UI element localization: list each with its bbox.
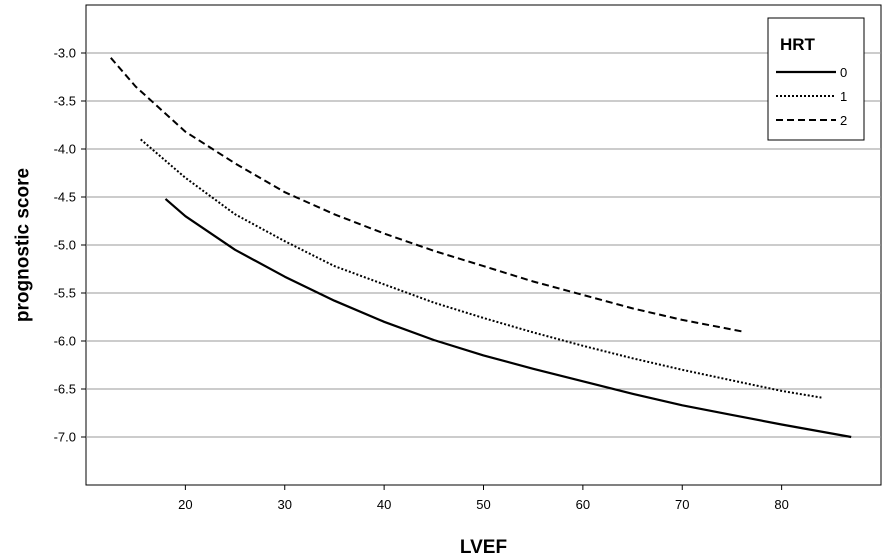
x-tick-label: 60 [576,497,590,512]
x-tick-label: 50 [476,497,490,512]
grid-lines [86,52,881,438]
x-tick-label: 40 [377,497,391,512]
y-tick-label: -3.0 [54,46,76,61]
y-tick-label: -5.0 [54,238,76,253]
legend-label-hrt-0: 0 [840,65,847,80]
x-axis-title: LVEF [460,537,507,558]
x-tick-label: 70 [675,497,689,512]
y-tick-label: -6.0 [54,334,76,349]
series-line-hrt-1 [140,138,822,399]
legend-title: HRT [780,35,816,54]
legend-label-hrt-1: 1 [840,89,847,104]
series-line-hrt-2 [110,57,743,333]
y-tick-label: -3.5 [54,94,76,109]
y-axis: -3.0 -3.5 -4.0 -4.5 -5.0 -5.5 -6.0 -6.5 -7.0 [54,46,86,445]
series-lines [110,57,852,439]
y-tick-label: -5.5 [54,286,76,301]
x-tick-label: 80 [774,497,788,512]
series-line-hrt-0 [164,198,852,439]
y-tick-label: -4.0 [54,142,76,157]
legend: HRT 0 1 2 [767,17,865,141]
x-axis: 20 30 40 50 60 70 80 [178,485,789,512]
y-tick-label: -4.5 [54,190,76,205]
y-tick-label: -6.5 [54,382,76,397]
y-axis-title: prognostic score [13,168,34,322]
x-tick-label: 20 [178,497,192,512]
x-tick-label: 30 [278,497,292,512]
legend-label-hrt-2: 2 [840,113,847,128]
y-tick-label: -7.0 [54,430,76,445]
